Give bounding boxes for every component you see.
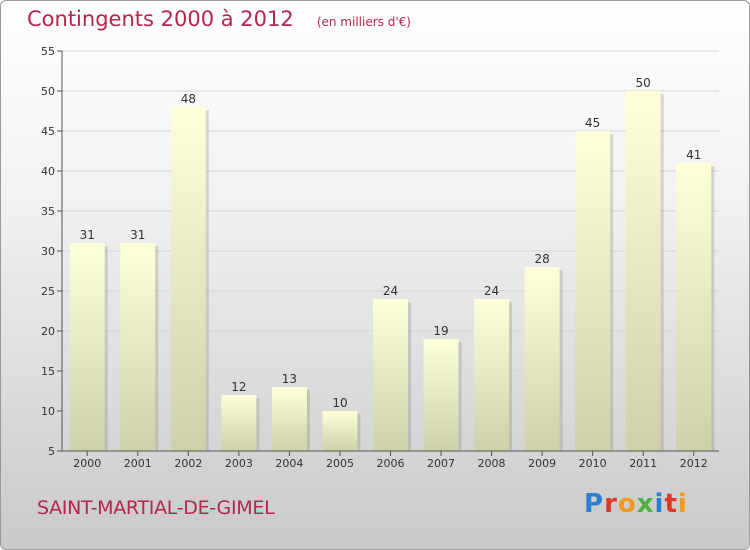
y-tick-label: 55 <box>41 45 55 58</box>
y-tick-label: 30 <box>41 245 55 258</box>
x-tick-label: 2005 <box>326 457 354 470</box>
bar-2005 <box>322 411 358 451</box>
x-tick-label: 2006 <box>377 457 405 470</box>
y-tick-label: 50 <box>41 85 55 98</box>
value-label: 19 <box>433 324 448 338</box>
value-label: 12 <box>231 380 246 394</box>
commune-name: SAINT-MARTIAL-DE-GIMEL <box>37 497 275 519</box>
bar-2003 <box>221 395 257 451</box>
x-tick-label: 2004 <box>275 457 303 470</box>
y-tick-label: 40 <box>41 165 55 178</box>
value-label: 10 <box>332 396 347 410</box>
value-label: 13 <box>282 372 297 386</box>
value-label: 48 <box>181 92 196 106</box>
logo-letter: i <box>677 489 688 519</box>
title-row: Contingents 2000 à 2012 (en milliers d'€… <box>27 7 411 31</box>
value-label: 28 <box>534 252 549 266</box>
y-tick-label: 25 <box>41 285 55 298</box>
y-tick-label: 35 <box>41 205 55 218</box>
value-label: 31 <box>80 228 95 242</box>
bar-2011 <box>625 91 661 451</box>
x-tick-label: 2009 <box>528 457 556 470</box>
labels-layer: 5 10 15 20 25 30 35 40 45 50 55 31 2000 31 2001 48 2002 1… <box>41 45 708 470</box>
value-label: 24 <box>484 284 499 298</box>
axes-layer <box>57 50 719 456</box>
chart-title: Contingents 2000 à 2012 <box>27 7 294 31</box>
x-tick-label: 2008 <box>478 457 506 470</box>
x-tick-label: 2007 <box>427 457 455 470</box>
x-tick-label: 2012 <box>680 457 708 470</box>
y-tick-label: 20 <box>41 325 55 338</box>
bar-2008 <box>474 299 510 451</box>
bar-2010 <box>575 131 611 451</box>
logo-letter: i <box>654 489 665 519</box>
proxiti-logo: Proxiti <box>584 489 688 519</box>
chart-subtitle: (en milliers d'€) <box>316 15 411 29</box>
bar-2006 <box>373 299 408 451</box>
x-tick-label: 2000 <box>73 457 101 470</box>
value-label: 31 <box>130 228 145 242</box>
logo-letter: r <box>604 489 618 519</box>
value-label: 41 <box>686 148 701 162</box>
x-tick-label: 2002 <box>174 457 202 470</box>
value-label: 24 <box>383 284 398 298</box>
logo-letter: o <box>617 489 637 519</box>
bar-2009 <box>524 267 560 451</box>
y-tick-label: 45 <box>41 125 55 138</box>
x-tick-label: 2011 <box>629 457 657 470</box>
value-label: 45 <box>585 116 600 130</box>
bar-2004 <box>271 387 307 451</box>
logo-letter: P <box>584 489 605 519</box>
y-tick-label: 5 <box>48 445 55 458</box>
bars-layer <box>69 91 715 451</box>
bar-2001 <box>120 243 156 451</box>
bar-2007 <box>423 339 459 451</box>
bar-2002 <box>170 107 206 451</box>
x-tick-label: 2001 <box>124 457 152 470</box>
x-tick-label: 2003 <box>225 457 253 470</box>
value-label: 50 <box>636 76 651 90</box>
bar-2012 <box>676 163 712 451</box>
y-tick-label: 10 <box>41 405 55 418</box>
x-tick-label: 2010 <box>579 457 607 470</box>
logo-letter: x <box>636 489 655 519</box>
bar-2000 <box>69 243 105 451</box>
logo-letter: t <box>664 489 678 519</box>
y-tick-label: 15 <box>41 365 55 378</box>
